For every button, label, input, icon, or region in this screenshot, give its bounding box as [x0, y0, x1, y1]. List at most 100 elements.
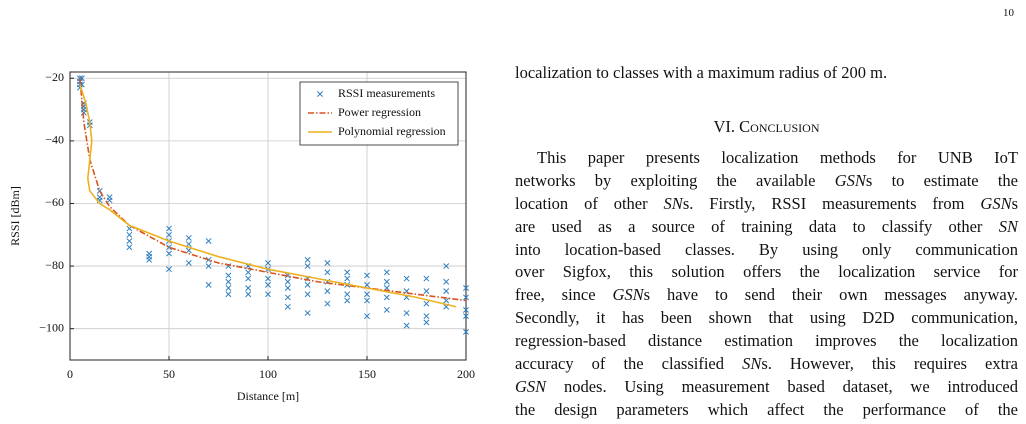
- scatter-point: [284, 285, 291, 291]
- scatter-point: [344, 297, 351, 304]
- scatter-point: [423, 288, 430, 295]
- legend-label: RSSI measurements: [338, 86, 435, 100]
- text-run: s. However, this requires extra: [761, 354, 1018, 374]
- italic-term: SN: [998, 216, 1018, 236]
- scatter-point: [185, 247, 192, 254]
- x-axis-label: Distance [m]: [237, 389, 299, 403]
- text-line: GSN nodes. Using measurement based datas…: [515, 376, 1018, 399]
- text-line: over Sigfox, this solution offers the lo…: [515, 261, 1018, 284]
- scatter-point: [126, 238, 133, 244]
- text-run: location of other: [515, 193, 664, 213]
- scatter-point: [166, 266, 172, 273]
- text-line: location of other SNs. Firstly, RSSI mea…: [515, 193, 1018, 216]
- scatter-point: [443, 297, 450, 304]
- scatter-point: [383, 306, 390, 313]
- x-tick-label: 100: [259, 367, 277, 381]
- text-run: nodes. Using measurement based dataset, …: [546, 376, 1018, 396]
- text-line: accuracy of the classified SNs. However,…: [515, 353, 1018, 376]
- scatter-point: [324, 260, 331, 266]
- scatter-point: [166, 231, 172, 238]
- scatter-point: [166, 225, 172, 232]
- scatter-point: [364, 297, 370, 304]
- scatter-point: [304, 310, 311, 316]
- text-line: networks by exploiting the available GSN…: [515, 170, 1018, 193]
- scatter-point: [126, 231, 133, 238]
- scatter-point: [324, 269, 331, 276]
- scatter-point: [80, 109, 87, 116]
- scatter-point: [185, 234, 192, 241]
- scatter-point: [324, 300, 331, 307]
- scatter-point: [225, 285, 232, 291]
- text-run: Secondly, it has been shown that using D…: [515, 308, 1018, 328]
- x-tick-label: 200: [457, 367, 475, 381]
- italic-term: GSN: [834, 170, 866, 190]
- scatter-point: [423, 300, 430, 307]
- italic-term: SN: [663, 193, 683, 213]
- scatter-point: [463, 328, 469, 335]
- scatter-point: [185, 260, 192, 266]
- scatter-point: [463, 294, 469, 301]
- scatter-point: [284, 294, 291, 301]
- scatter-point: [265, 275, 271, 282]
- scatter-point: [265, 281, 271, 288]
- scatter-point: [403, 322, 410, 329]
- scatter-point: [185, 241, 192, 248]
- text-run: into location-based classes. By using on…: [515, 239, 1018, 259]
- scatter-point: [245, 269, 252, 276]
- scatter-point: [364, 291, 370, 298]
- text-run: regression-based distance estimation imp…: [515, 331, 1018, 351]
- scatter-point: [304, 256, 311, 263]
- scatter-point: [304, 263, 311, 270]
- y-tick-label: −100: [39, 320, 64, 334]
- text-run: s: [1011, 193, 1018, 213]
- y-tick-label: −80: [45, 258, 64, 272]
- scatter-point: [344, 275, 351, 282]
- section-heading: VI. Conclusion: [713, 117, 820, 136]
- y-tick-label: −40: [45, 133, 64, 147]
- text-line: regression-based distance estimation imp…: [515, 330, 1018, 353]
- scatter-point: [304, 281, 311, 288]
- text-run: over Sigfox, this solution offers the lo…: [515, 262, 1018, 282]
- scatter-point: [364, 272, 370, 279]
- scatter-point: [225, 272, 232, 279]
- scatter-point: [324, 288, 331, 295]
- text-run: s have to send their own messages anyway…: [643, 285, 1018, 305]
- scatter-point: [443, 263, 450, 270]
- text-run: s. Firstly, RSSI measurements from: [682, 193, 981, 213]
- scatter-point: [383, 294, 390, 301]
- scatter-point: [265, 260, 271, 266]
- scatter-point: [265, 291, 271, 298]
- legend-box: [299, 81, 459, 146]
- scatter-point: [443, 288, 450, 295]
- text-run: the design parameters which affect the p…: [515, 399, 1018, 419]
- plot-frame: [69, 71, 467, 361]
- scatter-point: [463, 285, 469, 291]
- scatter-point: [423, 275, 430, 282]
- italic-term: SN: [742, 354, 762, 374]
- text-run: This paper presents localization methods…: [537, 148, 1018, 167]
- scatter-point: [245, 275, 252, 282]
- italic-term: GSN: [515, 376, 547, 396]
- scatter-point: [245, 285, 252, 291]
- text-line: localization to classes with a maximum r…: [515, 63, 888, 82]
- scatter-point: [225, 291, 232, 298]
- italic-term: GSN: [612, 285, 644, 305]
- scatter-point: [146, 256, 153, 263]
- text-line: This paper presents localization methods…: [515, 147, 1018, 170]
- scatter-point: [364, 313, 370, 320]
- text-run: networks by exploiting the available: [515, 170, 835, 190]
- italic-term: GSN: [980, 193, 1012, 213]
- scatter-point: [463, 313, 469, 320]
- scatter-point: [383, 278, 390, 285]
- scatter-point: [403, 275, 410, 282]
- y-tick-label: −20: [45, 70, 64, 84]
- text-line: Secondly, it has been shown that using D…: [515, 307, 1018, 330]
- y-tick-label: −60: [45, 195, 64, 209]
- scatter-point: [304, 291, 311, 298]
- scatter-point: [403, 310, 410, 316]
- paragraph: This paper presents localization methods…: [515, 147, 1018, 422]
- scatter-point: [344, 269, 351, 276]
- scatter-point: [344, 291, 351, 298]
- text-line: are used as a source of training data to…: [515, 216, 1018, 239]
